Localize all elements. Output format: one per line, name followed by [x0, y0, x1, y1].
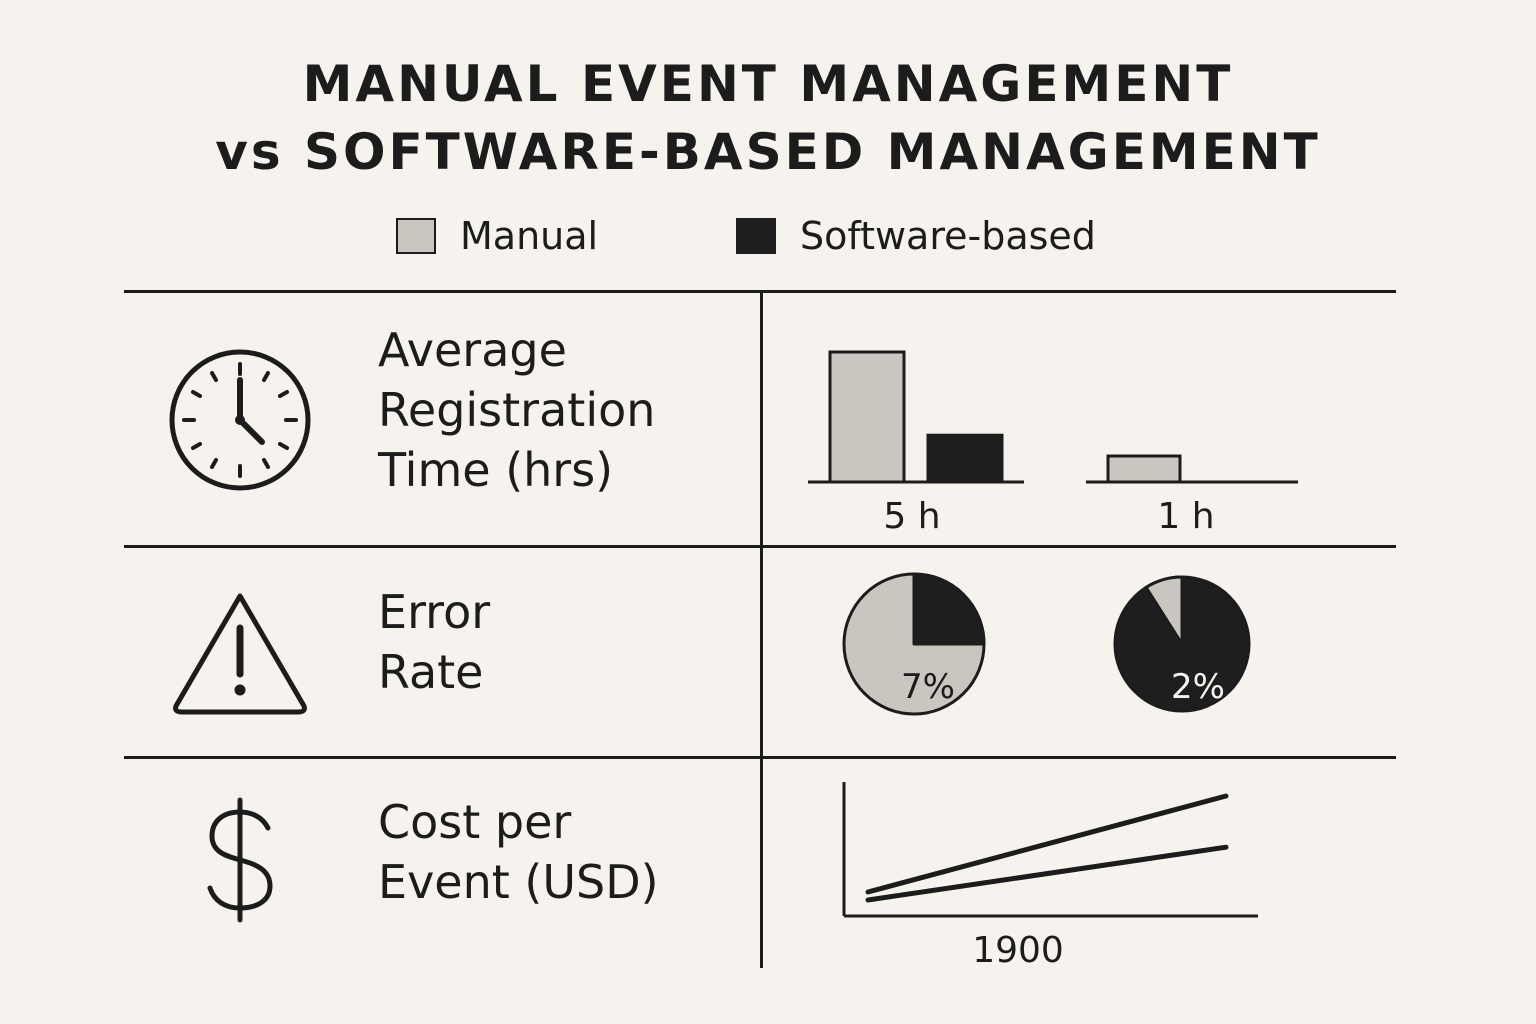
table-rule-top: [124, 290, 1396, 293]
bar-group-label: 5 h: [883, 496, 940, 537]
series-line-1: [865, 793, 1229, 895]
row-label-line: Registration: [378, 383, 656, 437]
registration-bar-chart: 5 h 1 h: [808, 350, 1298, 537]
pie-label: 2%: [1171, 667, 1225, 707]
row-label-cost: Cost per Event (USD): [378, 792, 659, 912]
row-label-line: Time (hrs): [378, 443, 614, 497]
title-line-2: vs SOFTWARE-BASED MANAGEMENT: [215, 123, 1321, 181]
x-axis-label: 1900: [972, 930, 1064, 971]
title-line-1: MANUAL EVENT MANAGEMENT: [302, 55, 1234, 113]
legend-item-manual: Manual: [396, 214, 598, 258]
legend-label-software: Software-based: [800, 214, 1096, 258]
clock-icon: [169, 349, 311, 491]
row-label-line: Event (USD): [378, 855, 659, 909]
legend-swatch-software: [736, 218, 776, 254]
row-label-line: Error: [378, 585, 491, 639]
row-label-error: Error Rate: [378, 582, 490, 702]
chart-title: MANUAL EVENT MANAGEMENT vs SOFTWARE-BASE…: [0, 50, 1536, 186]
bar-group-label: 1 h: [1157, 496, 1214, 537]
row-label-line: Cost per: [378, 795, 572, 849]
bar-manual: [1106, 454, 1182, 484]
dollar-icon: [207, 797, 273, 923]
row-label-line: Rate: [378, 645, 484, 699]
legend: Manual Software-based: [0, 214, 1536, 258]
pie-slice: [912, 572, 986, 646]
bar-software: [926, 433, 1004, 484]
legend-label-manual: Manual: [460, 214, 599, 258]
series-line-2: [865, 844, 1229, 903]
error-rate-pies: 7% 2%: [842, 572, 1251, 716]
row-label-line: Average: [378, 323, 567, 377]
bar-manual: [828, 350, 906, 484]
warning-icon: [173, 593, 307, 715]
cost-line-chart: 1900: [842, 782, 1258, 971]
legend-item-software: Software-based: [736, 214, 1096, 258]
pie-label: 7%: [901, 667, 955, 707]
table-divider-vertical: [760, 292, 763, 968]
legend-swatch-manual: [396, 218, 436, 254]
row-label-registration: Average Registration Time (hrs): [378, 320, 655, 500]
pie-slice: [1144, 575, 1184, 646]
